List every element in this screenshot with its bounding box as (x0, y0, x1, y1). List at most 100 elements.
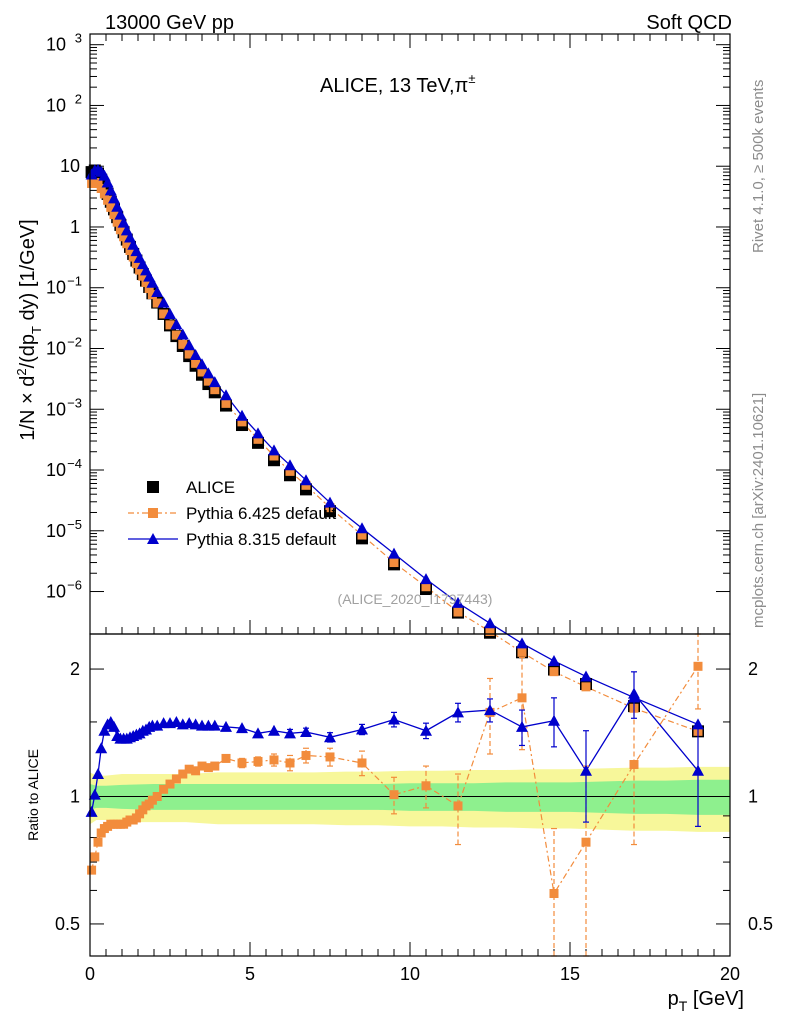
ratio-pythia8-point (268, 724, 280, 736)
pythia6-point (357, 530, 367, 540)
ratio-pythia8-point (252, 727, 264, 739)
pythia6-point (171, 330, 181, 340)
chart-title: ALICE, 13 TeV,π± (320, 71, 476, 97)
legend-label-alice: ALICE (186, 478, 235, 497)
legend-label-pythia8: Pythia 8.315 default (186, 530, 337, 549)
ratio-pythia6-point (210, 761, 220, 771)
chart-title-symbol: π (455, 75, 469, 97)
pythia6-point (549, 667, 559, 677)
ratio-pythia8-point (692, 764, 704, 776)
pythia8-point (196, 358, 208, 370)
ylabel-part-d: dy) [1/GeV] (17, 219, 39, 326)
top-y-tick-label: 10 (46, 35, 66, 55)
pythia6-point (191, 358, 201, 368)
ratio-pythia6-point (693, 661, 703, 671)
ratio-pythia8-point (580, 764, 592, 776)
bottom-y-tick-label: 0.5 (55, 914, 80, 934)
legend-marker-pythia8 (147, 533, 159, 544)
watermark: (ALICE_2020_I1797443) (338, 591, 493, 607)
ratio-pythia6-point (152, 791, 162, 801)
pythia8-point (104, 184, 117, 196)
pythia6-point (152, 298, 162, 308)
ratio-pythia6-point (159, 784, 169, 794)
pythia8-point (114, 208, 127, 220)
ratio-pythia6-point (517, 693, 527, 703)
pythia8-point (580, 670, 592, 682)
ratio-pythia8-point (324, 731, 336, 743)
pythia6-point (119, 232, 129, 242)
ratio-pythia6-point (171, 774, 181, 784)
ratio-pythia6-point (549, 889, 559, 899)
pythia8-point (157, 296, 170, 308)
pythia6-point (159, 309, 169, 319)
pythia6-point (253, 434, 263, 444)
pythia6-point (210, 385, 220, 395)
pythia6-point (138, 271, 148, 281)
pythia6-point (122, 239, 132, 249)
ratio-pythia8-point (98, 724, 111, 736)
ratio-pythia6-point (301, 750, 311, 760)
pythia8-point (220, 389, 232, 401)
pythia8-point (170, 318, 183, 330)
bottom-y-axis-label: Ratio to ALICE (25, 749, 41, 841)
legend-marker-alice (147, 481, 159, 493)
pythia8-point (300, 474, 312, 486)
pythia6-point (131, 259, 141, 269)
ratio-pythia8-point (95, 742, 108, 754)
pythia6-point (165, 320, 175, 330)
bottom-ticks: 0.5 0.51 12 20 5 10 15 20 (55, 659, 773, 984)
pythia6-point (184, 349, 194, 359)
chart-title-symbol-sup: ± (468, 71, 475, 86)
pythia8-point (356, 522, 368, 534)
ylabel-times: × (17, 392, 39, 404)
pythia6-point (269, 451, 279, 461)
ratio-pythia6-point (197, 761, 207, 771)
ratio-pythia6-point (421, 781, 431, 791)
top-series (85, 163, 704, 738)
ratio-pythia8-point (356, 723, 368, 735)
ratio-pythia8-point (88, 788, 101, 800)
rivet-label: Rivet 4.1.0, ≥ 500k events (750, 80, 767, 253)
legend-marker-pythia6 (148, 508, 158, 518)
top-y-tick-label: 10 (46, 399, 66, 419)
pythia8-point (252, 427, 264, 439)
pythia6-point (517, 647, 527, 657)
ratio-pythia8-point (85, 805, 98, 817)
pythia6-line (91, 181, 699, 732)
bottom-y-tick-label: 2 (70, 659, 80, 679)
ratio-pythia6-point (285, 758, 295, 768)
ratio-pythia6-point (184, 764, 194, 774)
pythia6-point (453, 607, 463, 617)
pythia8-point (176, 328, 189, 340)
ratio-pythia6-point (221, 753, 231, 763)
pythia6-point (421, 582, 431, 592)
ratio-pythia6-point (269, 755, 279, 765)
bottom-y-tick-label: 1 (70, 786, 80, 806)
pythia8-point (236, 409, 248, 421)
ratio-pythia8-point (516, 720, 528, 732)
pythia6-point (581, 682, 591, 692)
top-y-tick-label: 10 (46, 95, 66, 115)
pythia6-point (103, 195, 113, 205)
xlabel-sub: T (679, 998, 688, 1014)
ratio-uncertainty-bands (90, 766, 730, 832)
bottom-y-tick-label-right: 2 (748, 659, 758, 679)
x-tick-label: 15 (560, 964, 580, 984)
pythia8-point (208, 376, 221, 388)
pythia8-point (164, 307, 176, 319)
pythia6-point (144, 284, 154, 294)
top-y-axis-label: 1/N × d2/(dpT dy) [1/GeV] (14, 219, 44, 440)
ratio-pythia8-point (452, 706, 464, 718)
top-y-tick-label: 1 (70, 217, 80, 237)
pythia8-point (388, 547, 400, 559)
ratio-pythia6-point (453, 801, 463, 811)
ratio-pythia6-point (581, 837, 591, 847)
pythia8-point (516, 637, 528, 649)
top-y-tick-label: 10 (46, 582, 66, 602)
ratio-pythia6-point (203, 763, 213, 773)
pythia6-point (93, 178, 103, 188)
pythia6-point (141, 277, 151, 287)
pythia6-point (237, 417, 247, 427)
pythia8-point (452, 596, 464, 608)
pythia8-line (91, 169, 699, 726)
